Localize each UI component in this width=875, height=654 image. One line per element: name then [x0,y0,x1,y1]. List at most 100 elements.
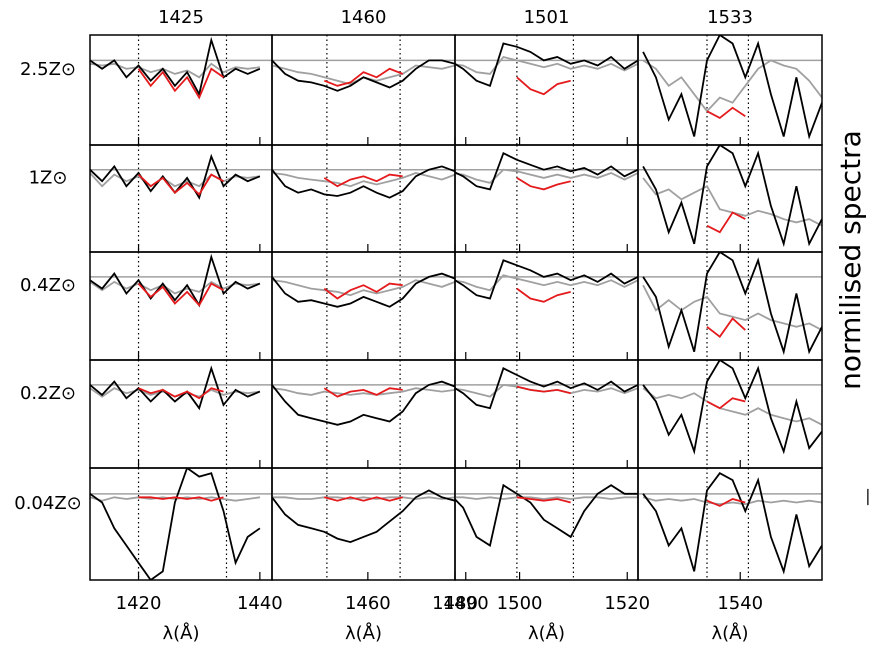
row-label: 0.2Z⊙ [20,383,76,404]
spectrum-observed [642,496,822,506]
spectrum-model [272,380,455,426]
spectrum-observed [642,59,822,113]
panel [272,252,455,360]
x-axis-label: λ(Å) [345,622,382,644]
spectrum-model [90,365,261,411]
spectrum-observed [455,496,638,500]
spectrum-line [706,317,746,338]
spectrum-model [455,367,638,410]
row-label: 1Z⊙ [29,168,68,189]
panel [455,145,638,252]
column-title: 1460 [341,7,387,28]
spectrum-observed [90,496,261,502]
spectrum-line [323,387,403,398]
spectrum-observed [455,274,638,292]
spectrum-line [516,287,571,303]
x-tick-label: 1480 [432,593,478,614]
spectrum-observed [455,168,638,184]
spectrum-model [642,35,822,140]
x-tick-label: 1500 [497,593,543,614]
spectrum-observed [272,496,455,500]
spectrum-model [455,483,638,547]
spectrum-model [272,272,455,308]
spectrum-model [272,165,455,199]
panel [638,468,822,580]
x-axis-label: λ(Å) [528,622,565,644]
spectrum-model [455,151,638,191]
panel-frame [271,144,456,253]
spectrum-line [137,282,224,307]
panel-frame [454,359,639,469]
x-tick-label: 1540 [717,593,763,614]
panel [455,35,638,145]
y-axis-label: normilised spectra [834,130,867,390]
x-tick-label: 1420 [116,593,162,614]
panel-frame [637,359,823,469]
spectrum-line [706,397,746,410]
spectrum-observed [642,177,822,227]
spectrum-model [90,468,261,580]
panel-frame [89,251,273,361]
spectrum-model [455,42,638,87]
row-label: 0.04Z⊙ [14,493,82,514]
panel-frame [89,34,273,146]
spectrum-line [323,67,404,87]
panel-frame [89,359,273,469]
panel [455,252,638,360]
panel-frame [454,34,639,146]
x-tick-label: 1460 [345,593,391,614]
panel [638,252,822,360]
spectrum-model [642,472,822,575]
spectrum-line [138,496,224,502]
x-tick-label: 1520 [604,593,650,614]
panel [272,468,455,580]
panel [272,35,455,145]
panel-frame [89,144,273,253]
spectrum-line [516,496,571,504]
spectrum-line [516,76,571,96]
row-label: 0.4Z⊙ [20,275,76,296]
spectrum-model [642,252,822,356]
column-title: 1501 [524,7,570,28]
spectrum-model [90,36,261,97]
panel [272,145,455,252]
panel [272,360,455,468]
panel [90,252,272,360]
spectrum-observed [272,172,455,188]
spectrum-model [642,360,822,455]
panel [90,35,272,145]
panel [638,360,822,468]
x-tick-label: 1490 [443,593,489,614]
x-tick-label: 1440 [237,593,283,614]
x-axis-label: λ(Å) [711,622,748,644]
spectrum-line [706,498,746,507]
x-axis-label: λ(Å) [162,622,199,644]
panel [90,468,272,580]
spectrum-line [516,177,571,191]
panel [455,468,638,580]
row-label: 2.5Z⊙ [20,59,76,80]
panel [90,145,272,252]
spectrum-line [706,106,746,119]
panel-frame [454,144,639,253]
spectrum-line [137,173,224,196]
spectrum-model [272,59,455,92]
spectrum-observed [455,55,638,75]
panel [455,360,638,468]
spectrum-model [90,253,261,308]
panel [90,360,272,468]
spectrum-line [516,385,571,395]
spectrum-model [642,145,822,248]
spectrum-observed [272,387,455,396]
side-mark: — [857,488,875,506]
spectrum-line [137,67,225,100]
spectrum-line [138,387,224,400]
panel [638,35,822,145]
panel-frame [271,467,456,581]
panel-frame [637,467,823,581]
panel-frame [271,251,456,361]
spectrum-line [323,173,403,188]
panel-frame [271,34,456,146]
spectrum-line [324,496,403,502]
